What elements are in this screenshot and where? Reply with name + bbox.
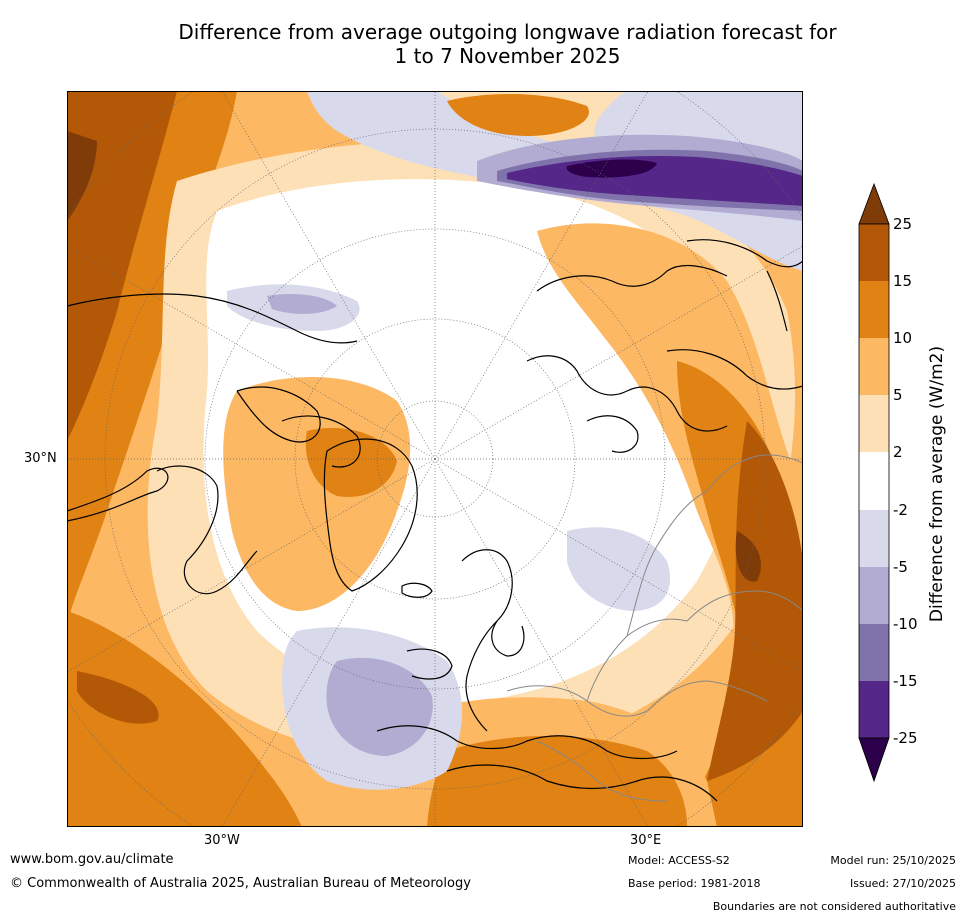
anomaly-region-alaska-neg5-neg10 (267, 294, 337, 314)
title-line-1: Difference from average outgoing longwav… (178, 20, 837, 44)
chart-title: Difference from average outgoing longwav… (60, 20, 955, 68)
coastline-alaska (67, 293, 358, 344)
lon-label-30e: 30°E (630, 833, 662, 848)
coastline-siberia (526, 355, 728, 432)
colorbar-tick: 10 (893, 329, 913, 347)
anomaly-region-west-over-25 (67, 131, 97, 221)
copyright-text: © Commonwealth of Australia 2025, Austra… (10, 876, 471, 891)
map-svg (67, 91, 803, 827)
website-link[interactable]: www.bom.gov.au/climate (10, 852, 174, 867)
olr-anomaly-map (67, 91, 803, 827)
colorbar-band-5-10 (859, 338, 889, 395)
anomaly-region-siberia-neg2-neg5 (567, 527, 671, 611)
lat-label-30n: 30°N (24, 451, 57, 466)
colorbar (858, 182, 890, 783)
colorbar-band-neg2-2 (859, 452, 889, 510)
colorbar-tick: -25 (893, 729, 918, 747)
colorbar-band-neg15-neg10 (859, 624, 889, 681)
disclaimer-text: Boundaries are not considered authoritat… (712, 900, 956, 913)
colorbar-over-triangle (858, 182, 890, 225)
title-line-2: 1 to 7 November 2025 (394, 44, 621, 68)
colorbar-band-15-25 (859, 224, 889, 281)
colorbar-tick: 5 (893, 386, 903, 404)
colorbar-tick: 15 (893, 272, 913, 290)
anomaly-region-southwest-10-15 (67, 611, 302, 827)
coastlines (67, 239, 803, 802)
anomaly-region-pacific-10-15 (447, 94, 589, 136)
colorbar-band-2-5 (859, 395, 889, 452)
anomaly-region-pacific-under-neg25 (566, 159, 657, 178)
colorbar-tick: 2 (893, 443, 903, 461)
anomaly-region-southwest-15-25 (77, 671, 159, 724)
colorbar-band-neg10-neg5 (859, 567, 889, 624)
anomaly-region-greenland-10-15 (305, 427, 397, 497)
colorbar-band-neg25-neg15 (859, 681, 889, 738)
colorbar-band-10-15 (859, 281, 889, 338)
coastline-scandinavia (461, 549, 525, 657)
colorbar-tick: -5 (893, 558, 908, 576)
anomaly-region-asia-15-25 (707, 421, 803, 781)
anomaly-region-africa-10-15 (427, 736, 687, 827)
colorbar-svg (858, 182, 890, 783)
colorbar-under-triangle (858, 737, 890, 783)
lon-label-30w: 30°W (204, 833, 240, 848)
colorbar-tick: -2 (893, 501, 908, 519)
colorbar-tick: -15 (893, 672, 918, 690)
base-period-text: Base period: 1981-2018 (628, 877, 761, 890)
country-boundaries (506, 454, 803, 802)
issued-text: Issued: 27/10/2025 (849, 877, 956, 890)
model-text: Model: ACCESS-S2 (628, 854, 730, 867)
colorbar-label-text: Difference from average (W/m2) (927, 345, 947, 623)
colorbar-tick: 25 (893, 215, 913, 233)
model-run-text: Model run: 25/10/2025 (830, 854, 956, 867)
anomaly-region-asia-over-25 (735, 531, 761, 582)
graticule-meridians (67, 91, 803, 827)
colorbar-tick: -10 (893, 615, 918, 633)
coastline-greenland (323, 438, 418, 592)
anomaly-region-europe-neg5-neg10 (326, 657, 433, 756)
colorbar-band-neg5-neg2 (859, 510, 889, 567)
anomaly-region-west-15-25 (67, 91, 177, 441)
